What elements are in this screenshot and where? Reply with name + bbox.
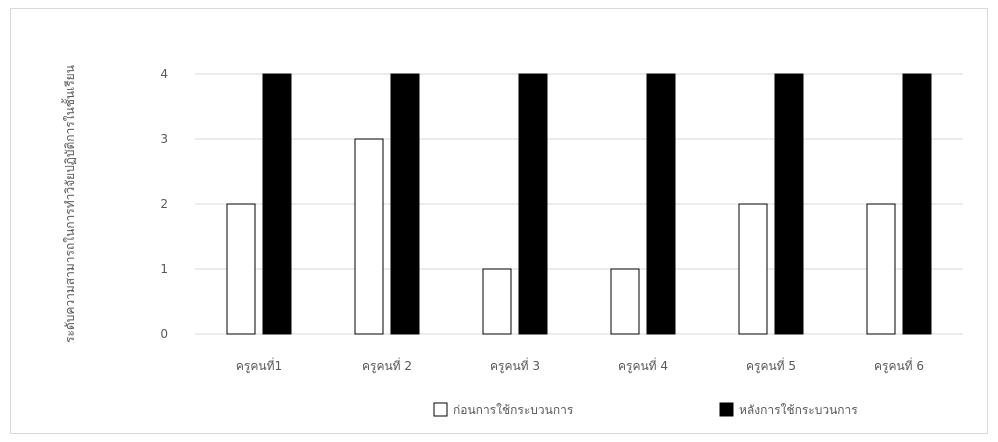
legend-swatch [719, 402, 734, 417]
bar-after [646, 73, 676, 335]
bar-before [226, 203, 256, 335]
gridlines [195, 73, 963, 335]
bar-after [518, 73, 548, 335]
bar-before [354, 138, 384, 335]
x-tick-labels: ครูคนที่1 ครูคนที่ 2 ครูคนที่ 3 ครูคนที่ 4 ค… [236, 357, 924, 374]
bar-after [774, 73, 804, 335]
bar-before [866, 203, 896, 335]
x-tick-label: ครูคนที่ 4 [618, 357, 668, 374]
x-tick-label: ครูคนที่1 [236, 357, 282, 374]
y-axis-label: ระดับความสามารถในการทำวิจัยปฏิบัติการในช… [61, 65, 77, 343]
bar-before [610, 268, 640, 335]
bar-before [738, 203, 768, 335]
chart-frame [10, 8, 988, 434]
y-tick-label: 2 [160, 197, 168, 211]
bar-after [902, 73, 932, 335]
y-tick-label: 1 [160, 262, 168, 276]
bars [226, 73, 932, 335]
bar-before [482, 268, 512, 335]
x-tick-label: ครูคนที่ 3 [490, 357, 540, 374]
bar-after [262, 73, 292, 335]
legend-swatch [433, 402, 448, 417]
y-tick-labels: 0 1 2 3 4 [160, 67, 168, 341]
legend: ก่อนการใช้กระบวนการ หลังการใช้กระบวนการ [433, 402, 858, 417]
y-tick-label: 4 [160, 67, 168, 81]
y-tick-label: 0 [160, 327, 168, 341]
x-tick-label: ครูคนที่ 2 [362, 357, 412, 374]
legend-label: หลังการใช้กระบวนการ [739, 403, 858, 417]
bar-after [390, 73, 420, 335]
x-tick-label: ครูคนที่ 5 [746, 357, 796, 374]
x-tick-label: ครูคนที่ 6 [874, 357, 924, 374]
legend-label: ก่อนการใช้กระบวนการ [453, 403, 574, 417]
y-tick-label: 3 [160, 132, 168, 146]
